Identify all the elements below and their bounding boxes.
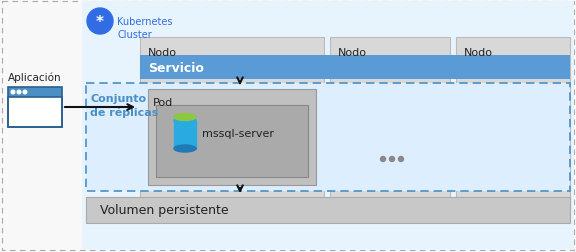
- Bar: [456, 38, 570, 213]
- Text: Servicio: Servicio: [148, 61, 204, 74]
- Text: Kubernetes
Cluster: Kubernetes Cluster: [117, 17, 172, 40]
- Text: Nodo: Nodo: [148, 48, 177, 58]
- Text: Conjunto
de réplicas: Conjunto de réplicas: [90, 94, 158, 117]
- Text: Volumen persistente: Volumen persistente: [100, 204, 229, 217]
- Bar: [86, 84, 570, 191]
- Bar: [156, 106, 308, 177]
- Text: Pod: Pod: [153, 98, 173, 108]
- Text: Nodo: Nodo: [464, 48, 493, 58]
- Text: *: *: [96, 14, 104, 29]
- Bar: [8, 88, 62, 98]
- Text: Aplicación: Aplicación: [8, 72, 62, 83]
- Circle shape: [389, 157, 395, 162]
- Ellipse shape: [174, 117, 196, 124]
- Bar: [86, 197, 570, 223]
- Bar: [140, 56, 570, 80]
- Bar: [140, 38, 324, 213]
- Bar: [174, 121, 196, 149]
- Circle shape: [399, 157, 404, 162]
- Ellipse shape: [174, 114, 196, 121]
- Bar: [148, 90, 316, 185]
- Circle shape: [381, 157, 385, 162]
- Circle shape: [23, 91, 27, 94]
- Circle shape: [11, 91, 15, 94]
- Ellipse shape: [174, 145, 196, 152]
- Bar: [8, 98, 62, 128]
- Bar: [82, 2, 574, 250]
- Text: mssql-server: mssql-server: [202, 129, 274, 138]
- Bar: [330, 38, 450, 213]
- Circle shape: [87, 9, 113, 35]
- Text: Nodo: Nodo: [338, 48, 367, 58]
- Circle shape: [17, 91, 21, 94]
- Bar: [8, 88, 62, 128]
